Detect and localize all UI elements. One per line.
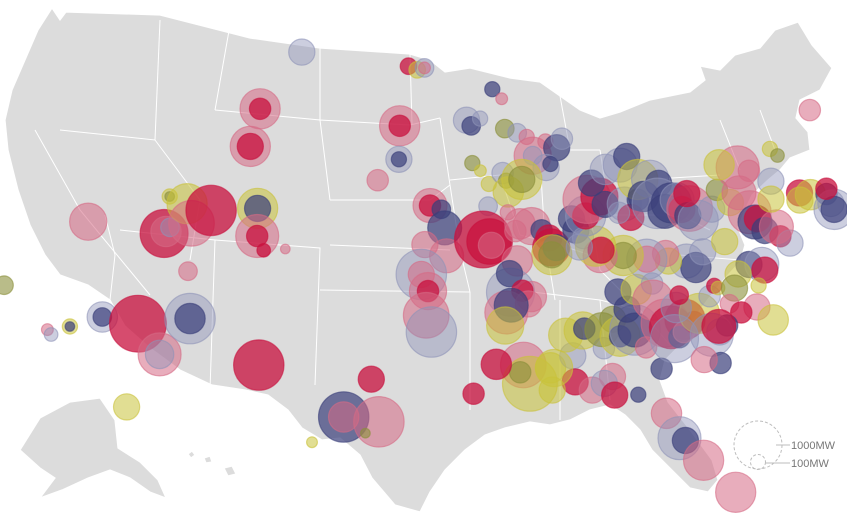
power-plant-marker[interactable] [405, 306, 458, 358]
power-plant-marker[interactable] [690, 345, 718, 374]
power-plant-marker[interactable] [390, 151, 408, 168]
power-plant-marker[interactable] [737, 159, 761, 183]
power-plant-marker[interactable] [256, 242, 272, 258]
power-plant-marker[interactable] [248, 97, 272, 121]
legend-circle-100mw [750, 454, 766, 470]
power-plant-marker[interactable] [0, 275, 14, 296]
power-plant-marker[interactable] [630, 386, 647, 403]
power-plant-marker[interactable] [565, 233, 594, 261]
power-plant-marker[interactable] [601, 381, 629, 409]
power-plant-marker[interactable] [649, 314, 700, 364]
power-plant-marker[interactable] [462, 382, 485, 405]
power-plant-marker[interactable] [550, 127, 574, 150]
power-plant-marker[interactable] [820, 195, 847, 224]
power-plant-marker[interactable] [471, 110, 489, 127]
power-plant-marker[interactable] [542, 155, 559, 173]
power-plant-marker[interactable] [473, 164, 487, 178]
power-plant-marker[interactable] [711, 227, 739, 256]
power-plant-marker[interactable] [715, 471, 757, 513]
power-plant-marker[interactable] [388, 114, 411, 138]
power-plant-marker[interactable] [353, 395, 405, 448]
contiguous-us-landmass [4, 6, 833, 513]
power-plant-marker[interactable] [757, 185, 785, 213]
power-plant-marker[interactable] [236, 132, 264, 161]
power-plant-marker[interactable] [357, 365, 385, 393]
power-plant-marker[interactable] [92, 307, 113, 327]
power-plant-marker[interactable] [508, 165, 536, 194]
power-plant-marker[interactable] [64, 321, 76, 332]
legend-circle-1000mw [733, 420, 783, 470]
power-plant-marker[interactable] [178, 261, 198, 282]
power-plant-marker[interactable] [245, 224, 269, 248]
power-plant-marker[interactable] [591, 190, 619, 219]
power-plant-marker[interactable] [815, 177, 838, 200]
power-plant-marker[interactable] [137, 332, 182, 377]
power-plant-marker[interactable] [486, 306, 525, 345]
power-plant-marker[interactable] [757, 304, 789, 336]
power-plant-marker[interactable] [680, 251, 712, 284]
power-plant-marker[interactable] [538, 241, 566, 269]
power-plant-marker[interactable] [607, 201, 631, 225]
power-plant-marker[interactable] [729, 301, 753, 324]
power-plant-marker[interactable] [750, 277, 767, 294]
power-plant-marker[interactable] [288, 38, 316, 66]
power-plant-marker[interactable] [669, 285, 690, 306]
power-plant-marker[interactable] [43, 327, 59, 342]
power-plant-marker[interactable] [480, 348, 513, 381]
power-plant-marker[interactable] [673, 179, 701, 208]
alaska-landmass [19, 397, 168, 500]
power-plant-marker[interactable] [68, 202, 108, 241]
power-plant-marker[interactable] [758, 209, 795, 245]
power-plant-marker[interactable] [577, 169, 606, 197]
power-plant-marker[interactable] [494, 118, 515, 139]
power-plant-marker[interactable] [402, 291, 450, 339]
power-plant-marker[interactable] [418, 61, 432, 75]
power-plant-markers [0, 38, 847, 513]
power-plant-marker[interactable] [144, 339, 175, 370]
power-plant-marker[interactable] [484, 80, 501, 98]
hawaii-landmass [187, 450, 237, 477]
power-plant-marker[interactable] [306, 436, 319, 449]
power-plant-marker[interactable] [703, 149, 735, 181]
power-plant-marker[interactable] [174, 302, 206, 335]
power-plant-marker[interactable] [770, 148, 785, 163]
legend-label-1000mw: 1000MW [791, 440, 836, 452]
power-plant-marker[interactable] [701, 308, 737, 344]
power-plant-marker[interactable] [508, 360, 532, 384]
power-plant-marker[interactable] [477, 231, 506, 259]
power-plant-marker[interactable] [279, 243, 291, 255]
size-legend: 1000MW 100MW [733, 420, 836, 470]
power-plant-marker[interactable] [650, 357, 673, 381]
power-plant-marker[interactable] [232, 339, 285, 391]
legend-label-100mw: 100MW [791, 458, 830, 470]
power-plant-marker[interactable] [650, 397, 683, 430]
power-plant-marker[interactable] [798, 98, 822, 122]
power-plant-marker[interactable] [587, 236, 615, 264]
power-plant-marker[interactable] [682, 439, 725, 481]
power-plant-marker[interactable] [360, 427, 371, 439]
power-plant-marker[interactable] [185, 184, 237, 237]
power-plant-marker[interactable] [112, 393, 141, 421]
power-plant-marker[interactable] [495, 92, 509, 106]
power-plant-marker[interactable] [495, 259, 524, 288]
power-plant-marker[interactable] [366, 168, 389, 192]
